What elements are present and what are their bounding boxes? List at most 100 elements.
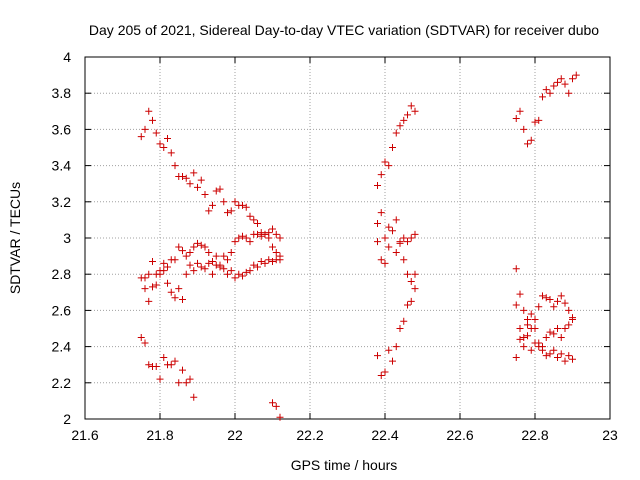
data-point-sat-a-descending xyxy=(239,201,246,209)
data-point-sat-i-third-group-cluster xyxy=(527,325,535,332)
data-point-sat-i-third-group-cluster xyxy=(542,294,550,302)
data-point-sat-b-ascending xyxy=(197,241,205,249)
data-point-sat-i-third-group-cluster xyxy=(512,353,520,361)
data-point-sat-i-third-group-cluster xyxy=(539,346,546,354)
data-point-sat-f-second-group-mid xyxy=(407,234,415,242)
data-point-sat-d-low xyxy=(160,353,168,361)
data-point-sat-h-third-group-up xyxy=(516,107,524,115)
x-tick-label: 21.8 xyxy=(146,427,173,443)
data-point-sat-i-third-group-cluster xyxy=(569,315,576,323)
data-point-sat-g-second-group-low xyxy=(377,372,385,380)
data-point-sat-c-middle xyxy=(201,265,209,273)
data-point-sat-i-third-group-cluster xyxy=(512,301,520,309)
data-point-sat-a-descending xyxy=(164,134,171,142)
data-point-sat-a-descending xyxy=(209,201,216,209)
data-point-sat-a-descending xyxy=(201,191,209,199)
data-point-sat-g-second-group-low xyxy=(404,301,411,309)
data-point-sat-c-middle xyxy=(167,288,175,296)
data-point-sat-c-middle xyxy=(149,283,156,291)
data-point-sat-h-third-group-up xyxy=(565,89,573,97)
data-point-sat-i-third-group-cluster xyxy=(539,292,546,300)
data-point-sat-h-third-group-up xyxy=(550,82,558,90)
data-point-sat-e-second-group-up xyxy=(389,144,396,151)
data-point-sat-c-middle xyxy=(145,297,153,305)
data-point-sat-i-third-group-cluster xyxy=(520,334,528,342)
data-point-sat-h-third-group-up xyxy=(539,93,546,101)
data-point-sat-h-third-group-up xyxy=(569,75,576,83)
data-point-sat-d-low xyxy=(190,393,198,401)
data-point-sat-b-ascending xyxy=(145,270,153,278)
data-point-sat-c-middle xyxy=(156,270,164,278)
data-point-sat-i-third-group-cluster xyxy=(554,353,561,361)
data-point-sat-c-middle xyxy=(141,274,149,282)
data-point-sat-c-middle xyxy=(216,263,224,271)
data-point-sat-f-second-group-mid xyxy=(404,238,411,246)
y-tick-label: 4 xyxy=(63,49,71,65)
data-point-sat-d-low xyxy=(137,334,145,342)
data-point-sat-i-third-group-cluster xyxy=(535,343,543,351)
y-tick-label: 3 xyxy=(63,230,71,246)
data-point-sat-h-third-group-up xyxy=(531,118,539,126)
data-point-sat-f-second-group-mid xyxy=(407,277,415,285)
chart-title: Day 205 of 2021, Sidereal Day-to-day VTE… xyxy=(89,22,599,38)
data-point-sat-i-third-group-cluster xyxy=(512,265,520,273)
data-point-sat-h-third-group-up xyxy=(572,71,580,79)
x-tick-label: 22.4 xyxy=(371,427,398,443)
data-point-sat-f-second-group-mid xyxy=(381,234,389,242)
data-point-sat-e-second-group-up xyxy=(404,111,411,119)
data-point-sat-f-second-group-mid xyxy=(385,243,393,251)
data-point-sat-d-low xyxy=(156,375,164,383)
x-tick-label: 22.6 xyxy=(446,427,473,443)
data-point-sat-c-middle xyxy=(152,281,160,289)
y-tick-label: 2.4 xyxy=(52,339,72,355)
data-point-sat-c-middle xyxy=(212,261,220,269)
data-point-sat-i-third-group-cluster xyxy=(546,296,554,304)
y-axis-label: SDTVAR / TECUs xyxy=(7,182,23,294)
data-point-sat-b-ascending xyxy=(194,239,201,247)
y-tick-label: 2.6 xyxy=(52,302,72,318)
data-point-sat-a-descending xyxy=(160,144,168,151)
y-tick-label: 3.4 xyxy=(52,158,72,174)
data-point-sat-c-middle xyxy=(261,259,269,267)
data-point-sat-a-descending xyxy=(272,230,280,238)
data-point-sat-c-middle xyxy=(160,267,168,275)
data-point-sat-a-descending xyxy=(212,187,220,195)
data-point-sat-e-second-group-up xyxy=(377,171,385,179)
data-point-sat-i-third-group-cluster xyxy=(527,346,535,354)
data-point-sat-b-ascending xyxy=(201,243,209,251)
x-tick-label: 22.2 xyxy=(296,427,323,443)
data-point-sat-h-third-group-up xyxy=(557,75,565,83)
data-point-sat-a-descending xyxy=(137,133,145,141)
data-point-sat-a-descending xyxy=(171,162,179,170)
data-point-sat-c-middle xyxy=(197,263,205,271)
data-point-sat-a-descending xyxy=(167,149,175,157)
data-point-sat-i-third-group-cluster xyxy=(550,303,558,311)
data-point-sat-c-middle xyxy=(257,258,265,266)
data-point-sat-i-third-group-cluster xyxy=(546,350,554,358)
data-point-sat-d-low xyxy=(141,339,149,347)
data-point-sat-f-second-group-mid xyxy=(377,209,385,217)
x-tick-label: 22.8 xyxy=(521,427,548,443)
data-point-sat-d-low xyxy=(167,361,175,369)
data-point-sat-h-third-group-up xyxy=(535,116,543,124)
data-point-sat-f-second-group-mid xyxy=(374,238,381,246)
data-point-sat-c-middle xyxy=(190,267,198,275)
data-point-sat-c-middle xyxy=(239,272,246,280)
data-point-sat-g-second-group-low xyxy=(374,352,381,360)
data-point-sat-i-third-group-cluster xyxy=(554,325,561,332)
data-point-sat-i-third-group-cluster xyxy=(565,321,573,329)
data-point-sat-c-middle xyxy=(224,270,231,278)
data-point-sat-b-ascending xyxy=(209,258,216,266)
data-point-sat-f-second-group-mid xyxy=(392,216,400,224)
data-point-sat-f-second-group-mid xyxy=(400,256,408,264)
data-point-sat-a-descending xyxy=(224,209,231,217)
data-point-sat-a-descending xyxy=(149,116,156,124)
data-point-sat-b-ascending xyxy=(269,243,276,251)
data-point-sat-e-second-group-up xyxy=(411,107,419,115)
data-point-sat-d-low xyxy=(179,366,186,374)
data-point-sat-b-ascending xyxy=(164,263,171,271)
data-point-sat-g-second-group-low xyxy=(385,346,393,354)
data-point-sat-b-ascending xyxy=(261,230,269,238)
